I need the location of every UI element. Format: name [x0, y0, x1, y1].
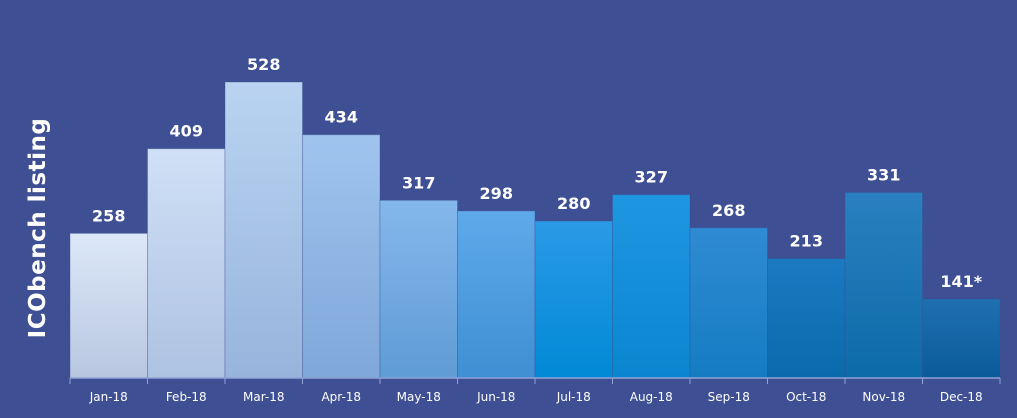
bar-mar-18 — [224, 81, 303, 379]
bar-jul-18 — [534, 220, 613, 379]
value-label-jan-18: 258 — [92, 206, 125, 225]
x-tick-label-oct-18: Oct-18 — [786, 390, 826, 404]
value-labels-group: 258 409 528 434 317 298 280 327 268 213 331 141* — [92, 55, 983, 291]
x-tick-label-jan-18: Jan-18 — [89, 390, 128, 404]
value-label-jul-18: 280 — [557, 194, 590, 213]
x-tick-label-sep-18: Sep-18 — [708, 390, 750, 404]
x-tick-label-feb-18: Feb-18 — [166, 390, 207, 404]
y-axis-label: ICObench listing — [25, 118, 51, 339]
bar-sep-18 — [689, 227, 768, 379]
value-label-dec-18: 141* — [940, 272, 982, 291]
x-tick-label-mar-18: Mar-18 — [243, 390, 284, 404]
bar-aug-18 — [612, 194, 691, 379]
value-label-oct-18: 213 — [790, 232, 823, 251]
bar-jan-18 — [69, 232, 148, 379]
bar-nov-18 — [844, 191, 923, 379]
bar-oct-18 — [767, 258, 846, 379]
x-ticks-group: Jan-18 Feb-18 Mar-18 Apr-18 May-18 Jun-18 Jul-… — [69, 378, 1001, 404]
x-tick-label-may-18: May-18 — [397, 390, 441, 404]
bar-dec-18 — [922, 298, 1001, 379]
value-label-apr-18: 434 — [325, 108, 358, 127]
value-label-nov-18: 331 — [867, 165, 900, 184]
x-tick-label-aug-18: Aug-18 — [630, 390, 673, 404]
x-tick-label-dec-18: Dec-18 — [940, 390, 983, 404]
value-label-aug-18: 327 — [635, 168, 668, 187]
value-label-jun-18: 298 — [480, 184, 513, 203]
bar-feb-18 — [147, 148, 226, 379]
bar-jun-18 — [457, 210, 536, 379]
bar-apr-18 — [302, 134, 381, 379]
bar-may-18 — [379, 199, 458, 379]
x-tick-label-jun-18: Jun-18 — [476, 390, 515, 404]
value-label-mar-18: 528 — [247, 55, 280, 74]
bars-group — [69, 81, 1001, 379]
value-label-sep-18: 268 — [712, 201, 745, 220]
x-tick-label-jul-18: Jul-18 — [556, 390, 591, 404]
value-label-may-18: 317 — [402, 173, 435, 192]
value-label-feb-18: 409 — [170, 122, 203, 141]
x-tick-label-apr-18: Apr-18 — [321, 390, 361, 404]
x-tick-label-nov-18: Nov-18 — [862, 390, 905, 404]
